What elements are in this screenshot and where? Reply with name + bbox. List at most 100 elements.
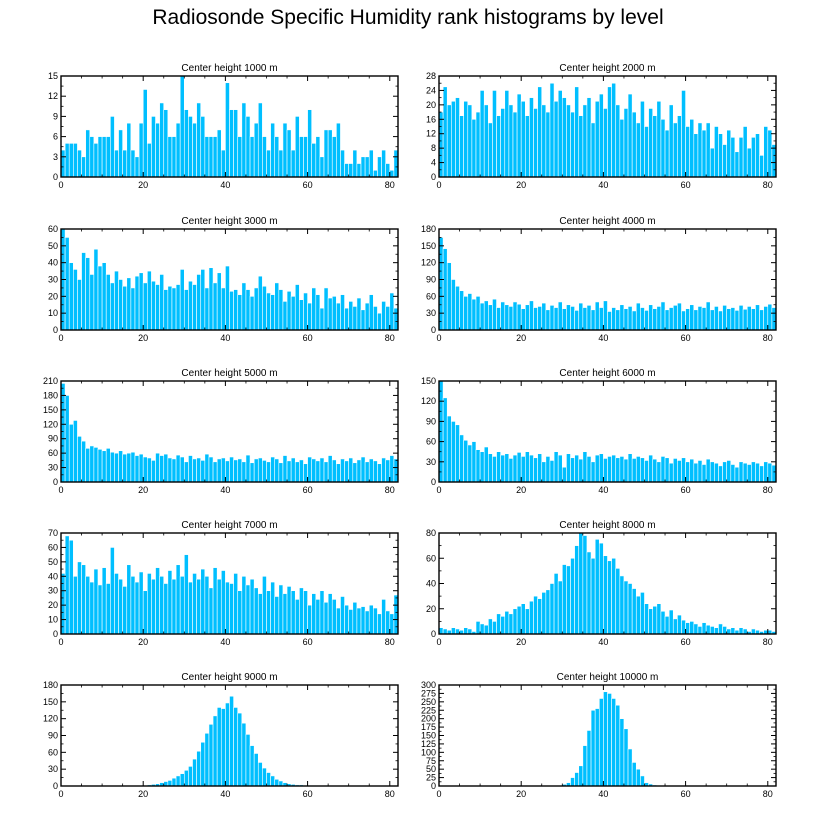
histogram-bar: [455, 424, 460, 483]
x-tick-label: 0: [436, 180, 441, 190]
histogram-bar: [73, 575, 78, 635]
histogram-bar: [336, 302, 341, 331]
histogram-bar: [734, 310, 740, 331]
histogram-bar: [303, 292, 308, 331]
y-tick-label: 90: [48, 434, 58, 444]
histogram-bar: [237, 136, 243, 178]
histogram-panel-7: Center height 7000 m 0 20 40 60 80 0 10 20 30 40 50…: [48, 520, 399, 647]
histogram-bar: [751, 137, 756, 178]
histogram-bar: [167, 570, 173, 635]
histogram-bar: [352, 462, 358, 483]
y-tick-label: 9: [53, 111, 58, 121]
histogram-bar: [586, 97, 592, 178]
histogram-bar: [171, 136, 177, 178]
y-tick-label: 0: [431, 325, 436, 335]
y-tick-label: 50: [48, 557, 58, 567]
histogram-bar: [520, 100, 526, 178]
histogram-bar: [644, 126, 649, 178]
x-tick-label: 20: [516, 789, 526, 799]
histogram-bar: [467, 628, 473, 635]
histogram-bar: [475, 296, 481, 331]
histogram-bar: [446, 415, 452, 483]
x-tick-label: 80: [385, 485, 395, 495]
histogram-bar: [89, 136, 95, 178]
histogram-bar: [241, 461, 247, 483]
y-tick-label: 60: [48, 224, 58, 234]
histogram-bar: [340, 458, 345, 483]
histogram-bar: [594, 100, 600, 178]
histogram-bar: [615, 457, 621, 483]
histogram-bar: [553, 573, 559, 635]
histogram-bar: [668, 609, 674, 635]
y-tick-label: 60: [48, 747, 58, 757]
histogram-bar: [147, 457, 152, 483]
histogram-bar: [471, 441, 477, 483]
histogram-bar: [755, 462, 760, 483]
histogram-bar: [110, 547, 115, 635]
histogram-bar: [142, 282, 148, 331]
histogram-bar: [93, 447, 99, 483]
y-tick-label: 150: [421, 376, 436, 386]
histogram-bar: [660, 610, 666, 635]
histogram-bar: [471, 298, 477, 331]
histogram-bar: [566, 304, 571, 331]
histogram-bar: [381, 457, 386, 483]
histogram-bar: [368, 294, 374, 331]
histogram-bar: [360, 456, 366, 483]
histogram-bar: [726, 308, 732, 331]
y-tick-label: 25: [426, 773, 436, 783]
y-tick-label: 10: [48, 615, 58, 625]
histogram-bar: [582, 451, 588, 483]
y-tick-label: 150: [421, 731, 436, 741]
histogram-bar: [89, 445, 95, 483]
histogram-panel-6: Center height 6000 m 0 20 40 60 80 0 30 60 90 120 1…: [421, 368, 777, 495]
histogram-bar: [229, 456, 234, 483]
histogram-bar: [574, 86, 580, 178]
histogram-bar: [381, 301, 386, 331]
histogram-bar: [200, 460, 206, 483]
histogram-bar: [640, 592, 645, 635]
histogram-bar: [282, 455, 288, 483]
histogram-bar: [105, 583, 111, 635]
histogram-bar: [101, 450, 107, 483]
histogram-bar: [389, 455, 395, 483]
histogram-bar: [73, 269, 78, 331]
x-tick-label: 40: [598, 333, 608, 343]
histogram-bar: [681, 310, 686, 331]
histogram-bar: [200, 116, 206, 178]
histogram-bar: [216, 272, 222, 331]
histogram-bar: [537, 453, 543, 483]
histogram-bar: [151, 460, 156, 483]
histogram-bar: [664, 129, 670, 178]
y-tick-label: 125: [421, 739, 436, 749]
histogram-bar: [101, 136, 107, 178]
histogram-bar: [451, 100, 456, 178]
histogram-bar: [319, 307, 325, 331]
histogram-bar: [257, 593, 263, 635]
histogram-bar: [619, 575, 625, 635]
x-tick-label: 60: [303, 485, 313, 495]
histogram-bar: [467, 293, 473, 331]
histogram-bar: [225, 265, 230, 331]
histogram-bar: [307, 302, 312, 331]
histogram-bar: [705, 458, 711, 483]
histogram-bar: [582, 307, 588, 331]
histogram-bar: [253, 458, 259, 483]
histogram-bar: [533, 595, 538, 635]
histogram-bar: [533, 108, 538, 178]
histogram-bar: [623, 728, 629, 787]
y-tick-label: 90: [426, 416, 436, 426]
histogram-bar: [561, 308, 567, 331]
y-tick-label: 40: [48, 258, 58, 268]
histogram-bar: [697, 626, 703, 635]
histogram-bar: [183, 289, 189, 331]
histogram-bar: [233, 289, 239, 331]
histogram-bar: [590, 461, 596, 483]
histogram-bar: [315, 599, 321, 635]
histogram-bar: [767, 303, 773, 331]
histogram-bar: [126, 564, 132, 635]
histogram-bar: [286, 129, 292, 178]
y-tick-label: 60: [426, 553, 436, 563]
histogram-bar: [278, 780, 284, 787]
histogram-bar: [299, 136, 304, 178]
